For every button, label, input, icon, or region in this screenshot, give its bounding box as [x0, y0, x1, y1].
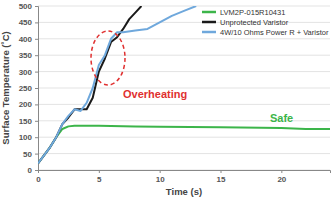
tick: 350	[19, 51, 38, 60]
tick: 100	[19, 133, 38, 142]
legend-label: LVM2P-015R10431	[220, 8, 285, 17]
tick-mark	[281, 170, 282, 173]
axis-line	[35, 7, 39, 171]
tick-label: 500	[19, 2, 33, 11]
tick-mark	[35, 121, 38, 122]
grid-line	[38, 55, 330, 56]
tick: 200	[19, 100, 38, 109]
legend-label: Unprotected Varistor	[220, 18, 289, 27]
tick-mark	[35, 137, 38, 138]
tick-label: 5	[97, 175, 102, 184]
tick-label: 100	[19, 133, 33, 142]
tick-mark	[35, 104, 38, 105]
series-line	[38, 6, 196, 163]
tick-mark	[35, 39, 38, 40]
annotation: Overheating	[123, 88, 187, 100]
tick-mark	[35, 154, 38, 155]
lines	[38, 6, 330, 163]
tick-mark	[99, 170, 100, 173]
tick-label: 350	[19, 51, 33, 60]
tick: 300	[19, 68, 38, 77]
tick: 450	[19, 18, 38, 27]
tick-label: 50	[23, 150, 32, 159]
series-line	[38, 126, 330, 164]
axis-line	[39, 171, 331, 174]
tick-label: 10	[156, 175, 165, 184]
tick: 0	[28, 166, 38, 175]
tick-label: 200	[19, 100, 33, 109]
x-axis-title: Time (s)	[166, 186, 202, 197]
grid-line	[38, 153, 330, 154]
tick: 500	[19, 2, 38, 11]
legend-swatch	[202, 11, 216, 14]
tick-label: 0	[28, 166, 33, 175]
tick-mark	[35, 170, 38, 171]
grid-line	[38, 71, 330, 72]
tick-label: 300	[19, 68, 33, 77]
y-axis: 0 50 100 150 200 250 300 350 400 450 500	[19, 2, 39, 175]
legend-entry: LVM2P-015R10431	[202, 8, 285, 17]
tick: 50	[23, 150, 38, 159]
chart: 05101520050100150200250300350400450500Ov…	[0, 0, 334, 200]
tick-label: 150	[19, 117, 33, 126]
tick-label: 450	[19, 18, 33, 27]
tick-mark	[35, 6, 38, 7]
grid-line	[38, 6, 330, 7]
tick-label: 0	[36, 175, 41, 184]
tick-mark	[160, 170, 161, 173]
legend-entry: 4W/10 Ohms Power R + Varistor	[202, 28, 329, 37]
grid-line	[38, 104, 330, 105]
tick-mark	[35, 55, 38, 56]
tick-mark	[35, 22, 38, 23]
tick-mark	[35, 72, 38, 73]
tick-mark	[35, 88, 38, 89]
tick: 15	[217, 170, 226, 184]
legend-label: 4W/10 Ohms Power R + Varistor	[220, 28, 329, 37]
tick: 150	[19, 117, 38, 126]
legend-swatch	[202, 31, 216, 34]
legend-entry: Unprotected Varistor	[202, 18, 289, 27]
tick: 20	[277, 170, 286, 184]
grid	[38, 6, 330, 170]
annotation: Safe	[270, 112, 293, 124]
tick-label: 20	[277, 175, 286, 184]
tick-label: 15	[217, 175, 226, 184]
tick: 10	[156, 170, 165, 184]
legend-swatch	[202, 21, 216, 24]
tick: 0	[36, 170, 41, 184]
x-axis: 0 5 10 15 20	[36, 170, 330, 184]
tick: 250	[19, 84, 38, 93]
grid-line	[38, 137, 330, 138]
legend: LVM2P-015R10431Unprotected Varistor4W/10…	[202, 8, 329, 37]
plot: 05101520050100150200250300350400450500Ov…	[19, 2, 331, 184]
tick: 5	[97, 170, 102, 184]
y-axis-title: Surface Temperature (˚C)	[0, 31, 11, 144]
tick-label: 250	[19, 84, 33, 93]
tick-mark	[221, 170, 222, 173]
grid-line	[38, 38, 330, 39]
highlight-ellipse	[91, 31, 125, 85]
tick-label: 400	[19, 35, 33, 44]
tick: 400	[19, 35, 38, 44]
